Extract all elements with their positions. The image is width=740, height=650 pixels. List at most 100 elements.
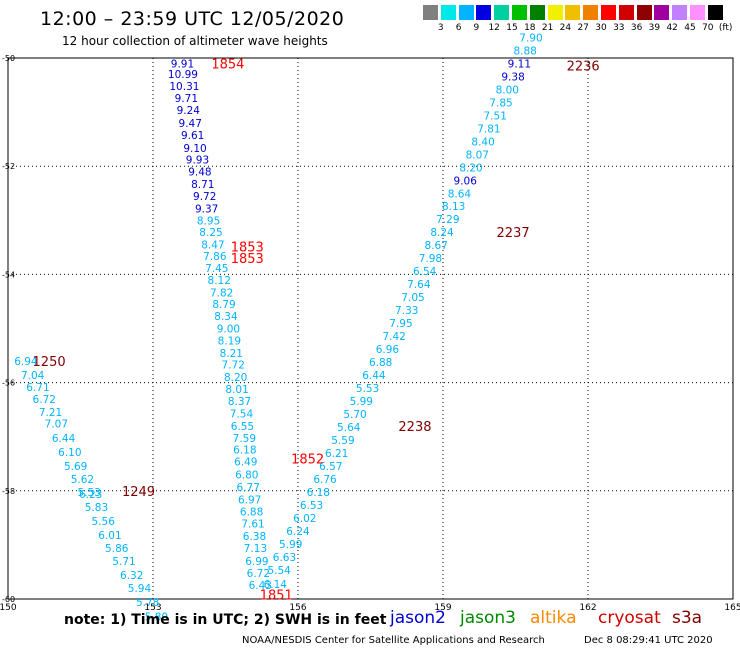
x-tick-label: 153: [144, 603, 161, 613]
wave-height-label: 6.55: [231, 421, 254, 433]
wave-height-label: 5.80: [145, 611, 168, 623]
wave-height-label: 7.95: [389, 318, 412, 330]
wave-height-label: 6.43: [249, 580, 272, 592]
wave-height-label: 7.85: [489, 97, 512, 109]
wave-height-label: 8.71: [191, 179, 214, 191]
wave-height-label: 6.63: [273, 552, 296, 564]
color-scale-swatch: [547, 5, 563, 20]
color-scale-label: 24: [559, 23, 572, 33]
wave-height-label: 6.72: [247, 568, 270, 580]
wave-height-label: 7.59: [233, 433, 256, 445]
color-scale-unit: (ft): [718, 23, 733, 33]
wave-height-label: 7.90: [519, 32, 542, 44]
generated-timestamp: Dec 8 08:29:41 UTC 2020: [584, 635, 713, 646]
chart-subtitle: 12 hour collection of altimeter wave hei…: [62, 34, 328, 48]
wave-height-label: 6.21: [325, 448, 348, 460]
wave-height-label: 5.53: [356, 383, 379, 395]
wave-height-label: 8.01: [225, 384, 248, 396]
color-scale-label: 33: [613, 23, 625, 33]
wave-height-label: 8.47: [201, 240, 224, 252]
color-scale-label: 3: [437, 23, 444, 33]
wave-height-label: 8.07: [466, 149, 489, 161]
color-scale-swatch: [494, 5, 510, 20]
x-tick-label: 165: [724, 603, 740, 613]
wave-height-label: 8.00: [496, 84, 519, 96]
color-scale-swatch: [440, 5, 456, 20]
wave-height-label: 7.04: [21, 370, 45, 382]
wave-height-label: 9.38: [501, 71, 524, 83]
wave-height-label: 8.19: [218, 335, 241, 347]
wave-height-label: 9.11: [508, 58, 531, 70]
pass-time-label: 1851: [260, 589, 293, 604]
wave-height-label: 5.99: [279, 539, 302, 551]
wave-height-label: 9.10: [183, 143, 206, 155]
y-tick-label: -56: [2, 379, 15, 388]
wave-height-label: 7.07: [45, 419, 68, 431]
wave-height-label: 5.59: [331, 435, 354, 447]
y-tick-label: -60: [2, 595, 15, 604]
y-tick-label: -52: [2, 162, 15, 171]
wave-height-label: 7.81: [477, 123, 500, 135]
wave-height-label: 9.47: [179, 118, 202, 130]
x-tick-label: 150: [0, 603, 17, 613]
x-tick-label: 156: [289, 603, 306, 613]
color-scale-swatch: [601, 5, 616, 20]
footer-note: note: 1) Time is in UTC; 2) SWH is in fe…: [64, 612, 387, 628]
color-scale-label: 45: [684, 23, 696, 33]
satellite-legend-s3a: s3a: [672, 608, 703, 628]
color-scale-swatch: [618, 5, 634, 20]
color-scale-label: 12: [488, 23, 500, 33]
wave-height-label: 5.86: [105, 543, 129, 555]
color-scale-label: 42: [666, 23, 678, 33]
color-scale-label: 70: [702, 23, 714, 33]
color-scale-label: 9: [473, 23, 480, 33]
wave-height-label: 8.34: [214, 311, 238, 323]
wave-height-label: 8.67: [425, 240, 448, 252]
x-tick-label: 162: [579, 603, 596, 613]
wave-height-label: 6.94: [14, 356, 38, 368]
wave-height-label: 7.33: [395, 305, 418, 317]
plot-frame: [7, 57, 734, 600]
wave-height-label: 6.53: [300, 500, 323, 512]
wave-height-label: 5.83: [85, 502, 108, 514]
wave-height-label: 6.14: [264, 579, 288, 591]
wave-height-label: 5.56: [92, 516, 116, 528]
color-scale-label: 15: [506, 23, 518, 33]
wave-height-label: 5.69: [64, 461, 87, 473]
wave-height-label: 9.37: [195, 203, 218, 215]
wave-height-label: 8.37: [228, 396, 251, 408]
wave-height-label: 6.44: [362, 370, 386, 382]
color-scale-label: 6: [455, 23, 462, 33]
wave-height-label: 10.31: [169, 81, 199, 93]
wave-height-label: 7.51: [484, 110, 507, 122]
wave-height-label: 5.53: [78, 487, 101, 499]
color-scale-label: 21: [541, 23, 554, 33]
wave-height-label: 7.61: [241, 518, 264, 530]
wave-height-label: 8.24: [430, 227, 454, 239]
wave-height-label: 7.05: [401, 292, 424, 304]
wave-height-label: 5.78: [136, 597, 159, 609]
wave-height-label: 6.32: [120, 570, 143, 582]
color-scale-swatch: [476, 5, 492, 20]
wave-height-label: 7.82: [210, 287, 233, 299]
color-scale-label: 18: [524, 23, 536, 33]
wave-height-label: 5.64: [337, 422, 361, 434]
wave-height-label: 7.64: [407, 279, 431, 291]
wave-height-label: 6.44: [52, 433, 76, 445]
wave-height-label: 8.64: [448, 188, 472, 200]
wave-height-label: 7.72: [222, 360, 245, 372]
chart-title: 12:00 – 23:59 UTC 12/05/2020: [40, 8, 345, 30]
wave-height-label: 8.25: [199, 227, 222, 239]
wave-height-label: 5.62: [71, 474, 94, 486]
wave-height-label: 6.18: [233, 445, 256, 457]
satellite-legend-altika: altika: [530, 608, 577, 628]
wave-height-label: 6.01: [98, 530, 121, 542]
wave-height-label: 7.54: [230, 408, 254, 420]
wave-height-label: 7.42: [382, 331, 405, 343]
x-tick-label: 159: [434, 603, 451, 613]
wave-height-label: 7.98: [419, 253, 442, 265]
color-scale-swatch: [672, 5, 688, 20]
wave-height-label: 6.80: [235, 470, 258, 482]
wave-height-label: 8.79: [212, 299, 235, 311]
